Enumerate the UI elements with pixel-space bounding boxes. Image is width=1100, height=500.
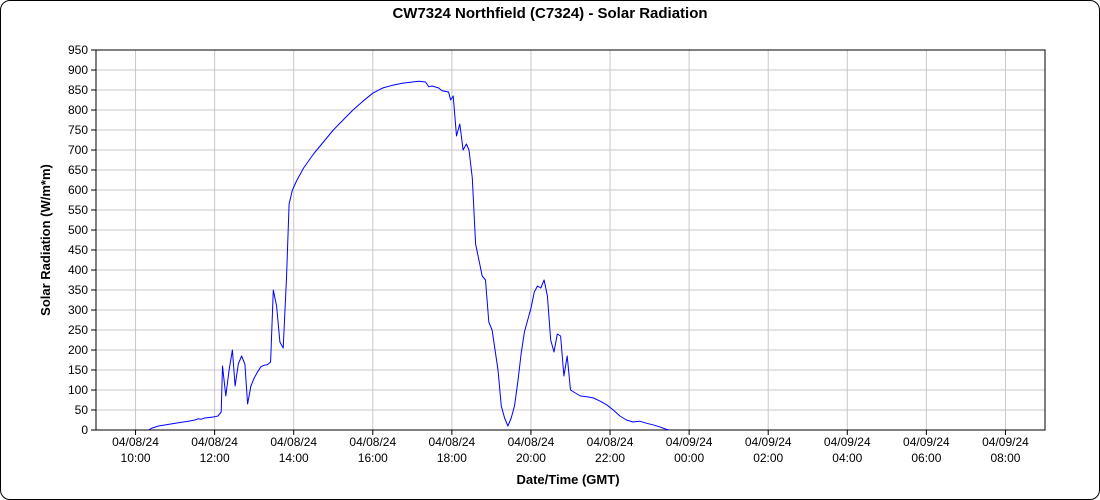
x-tick-time-label: 14:00 [279, 451, 309, 465]
x-tick-time-label: 20:00 [516, 451, 546, 465]
x-tick-date-label: 04/08/24 [587, 435, 634, 449]
y-tick-label: 250 [68, 323, 88, 337]
plot-area [95, 49, 1046, 431]
y-tick-label: 750 [68, 123, 88, 137]
y-tick-label: 150 [68, 363, 88, 377]
y-tick-label: 700 [68, 143, 88, 157]
x-tick-date-label: 04/08/24 [429, 435, 476, 449]
x-axis-ticks: 04/08/24 10:00 04/08/24 12:00 04/08/24 14:00 0… [112, 430, 1029, 465]
x-tick-date-label: 04/08/24 [112, 435, 159, 449]
y-tick-label: 650 [68, 163, 88, 177]
x-tick-time-label: 16:00 [358, 451, 388, 465]
x-axis-label: Date/Time (GMT) [516, 472, 619, 487]
y-axis-label: Solar Radiation (W/m*m) [38, 164, 53, 316]
chart-title: CW7324 Northfield (C7324) - Solar Radiat… [392, 5, 707, 22]
y-tick-label: 0 [81, 423, 88, 437]
y-tick-label: 500 [68, 223, 88, 237]
x-tick-date-label: 04/09/24 [666, 435, 713, 449]
x-tick-date-label: 04/08/24 [349, 435, 396, 449]
y-tick-label: 950 [68, 43, 88, 57]
x-tick-date-label: 04/08/24 [508, 435, 555, 449]
y-tick-label: 800 [68, 103, 88, 117]
x-tick-date-label: 04/09/24 [982, 435, 1029, 449]
y-tick-label: 600 [68, 183, 88, 197]
y-axis-ticks: 0 50 100 150 200 250 300 350 400 450 500 550 600 650 7… [68, 43, 96, 437]
x-tick-date-label: 04/09/24 [824, 435, 871, 449]
x-tick-date-label: 04/09/24 [903, 435, 950, 449]
y-tick-label: 550 [68, 203, 88, 217]
y-tick-label: 450 [68, 243, 88, 257]
x-tick-time-label: 10:00 [121, 451, 151, 465]
series-layer [148, 80, 670, 431]
x-tick-time-label: 18:00 [437, 451, 467, 465]
series-line [148, 80, 670, 431]
x-tick-time-label: 08:00 [990, 451, 1020, 465]
y-tick-label: 50 [75, 403, 89, 417]
y-tick-label: 350 [68, 283, 88, 297]
x-tick-time-label: 12:00 [200, 451, 230, 465]
x-tick-time-label: 06:00 [911, 451, 941, 465]
grid [96, 49, 1045, 430]
y-tick-label: 300 [68, 303, 88, 317]
y-tick-label: 850 [68, 83, 88, 97]
x-tick-time-label: 22:00 [595, 451, 625, 465]
x-tick-time-label: 00:00 [674, 451, 704, 465]
y-tick-label: 100 [68, 383, 88, 397]
y-tick-label: 400 [68, 263, 88, 277]
x-tick-date-label: 04/09/24 [745, 435, 792, 449]
y-tick-label: 200 [68, 343, 88, 357]
x-tick-date-label: 04/08/24 [270, 435, 317, 449]
x-tick-date-label: 04/08/24 [191, 435, 238, 449]
x-tick-time-label: 04:00 [832, 451, 862, 465]
y-tick-label: 900 [68, 63, 88, 77]
x-tick-time-label: 02:00 [753, 451, 783, 465]
